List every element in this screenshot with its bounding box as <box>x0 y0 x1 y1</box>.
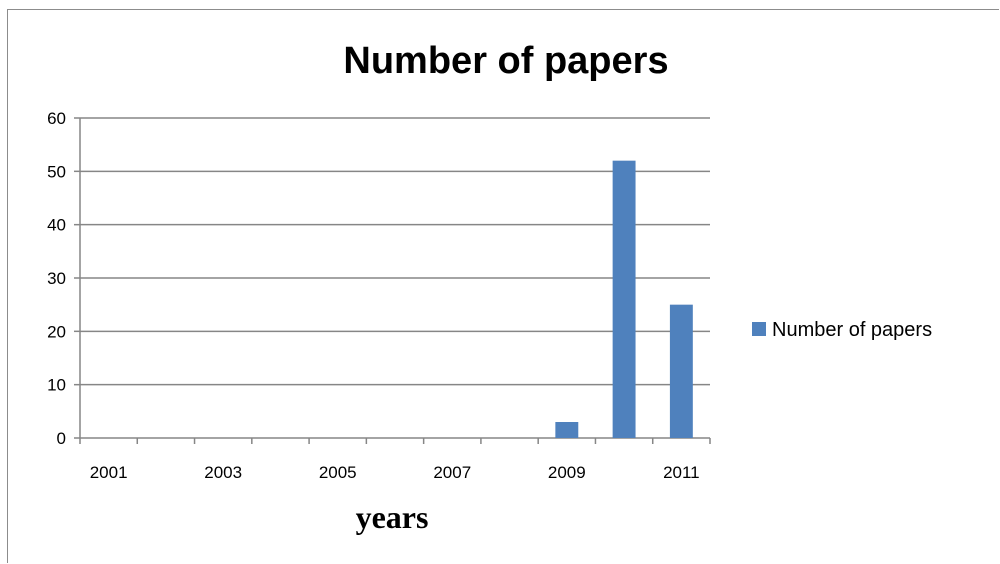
x-axis-ticks: 2001 2003 2005 2007 2009 2011 <box>90 463 700 482</box>
gridlines <box>80 117 710 386</box>
x-tick-label: 2007 <box>433 463 471 482</box>
y-tick-label: 50 <box>47 162 66 181</box>
bars <box>555 160 693 438</box>
bar <box>669 304 693 438</box>
y-tick-label: 20 <box>47 322 66 341</box>
legend-swatch <box>752 322 766 336</box>
y-tick-label: 30 <box>47 269 66 288</box>
bar <box>612 160 636 438</box>
legend-label: Number of papers <box>772 319 932 341</box>
x-tick-label: 2005 <box>319 463 357 482</box>
x-tick-label: 2009 <box>548 463 586 482</box>
y-tick-label: 60 <box>47 109 66 128</box>
y-axis-ticks: 0 10 20 30 40 50 60 <box>47 109 66 448</box>
axes <box>74 117 711 444</box>
x-tick-label: 2011 <box>663 463 700 482</box>
y-tick-label: 0 <box>57 429 66 448</box>
x-tick-label: 2003 <box>204 463 242 482</box>
x-tick-label: 2001 <box>90 463 128 482</box>
chart-title: Number of papers <box>343 40 668 82</box>
y-tick-label: 40 <box>47 216 66 235</box>
bar <box>555 422 579 438</box>
legend: Number of papers <box>752 319 932 341</box>
x-axis-label: years <box>356 499 429 535</box>
chart-frame <box>7 9 999 563</box>
y-tick-label: 10 <box>47 376 66 395</box>
